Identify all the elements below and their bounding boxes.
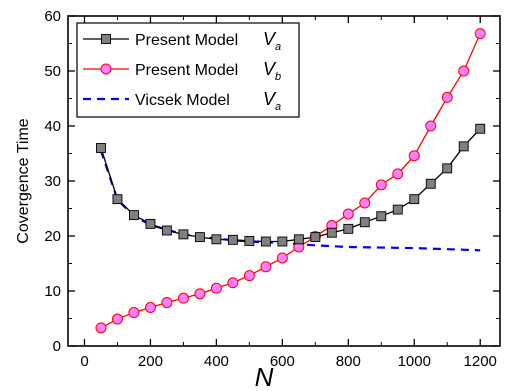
- axes: 0 200 400 600 800 1000 1200 0 10 20 30 40 50 60 N Cover…: [15, 8, 501, 391]
- data-point: [409, 194, 420, 205]
- x-tick-label: 200: [138, 353, 163, 370]
- series-vicsek-model-a: [99, 150, 481, 252]
- data-point: [227, 277, 239, 289]
- y-tick-label: 20: [44, 228, 61, 245]
- data-point: [161, 297, 173, 309]
- data-point: [128, 306, 140, 318]
- data-point: [276, 252, 288, 264]
- y-tick-label: 50: [44, 63, 61, 80]
- y-tick-label: 0: [53, 338, 61, 355]
- data-point: [408, 150, 420, 162]
- x-tick-label: 600: [270, 353, 295, 370]
- legend-label: Present Model: [135, 32, 238, 49]
- legend-subscript: b: [275, 71, 281, 83]
- data-point: [474, 28, 486, 40]
- x-tick-label: 800: [336, 353, 361, 370]
- data-point: [277, 236, 288, 247]
- y-axis-title: Covergence Time: [15, 118, 32, 243]
- x-tick-label: 400: [204, 353, 229, 370]
- data-point: [326, 227, 337, 238]
- legend-label: Present Model: [135, 62, 238, 79]
- data-point: [392, 204, 403, 215]
- series-present-model-a: [96, 123, 486, 247]
- data-point: [475, 123, 486, 134]
- data-point: [458, 141, 469, 152]
- data-point: [359, 217, 370, 228]
- data-point: [310, 232, 321, 243]
- x-tick-label: 0: [80, 353, 88, 370]
- legend-subscript: a: [275, 41, 281, 53]
- y-tick-label: 30: [44, 173, 61, 190]
- data-point: [96, 143, 106, 153]
- data-point: [145, 218, 156, 229]
- data-point: [161, 225, 172, 236]
- legend-label: Vicsek Model: [135, 92, 230, 109]
- data-point: [129, 210, 139, 221]
- data-point: [442, 163, 453, 174]
- plot-area: [95, 28, 486, 334]
- series-line: [99, 150, 481, 252]
- x-tick-label: 1200: [464, 353, 497, 370]
- series-present-model-b: [95, 28, 486, 334]
- data-point: [194, 288, 206, 300]
- data-point: [112, 194, 123, 205]
- data-point: [375, 179, 387, 191]
- data-point: [260, 261, 272, 273]
- data-point: [95, 322, 107, 334]
- data-point: [211, 234, 222, 245]
- data-point: [243, 270, 255, 282]
- data-point: [178, 229, 189, 240]
- data-point: [293, 234, 304, 245]
- data-point: [244, 235, 255, 246]
- data-point: [194, 232, 205, 243]
- legend-swatch-marker: [100, 63, 112, 75]
- legend-symbol: V: [263, 29, 277, 49]
- data-point: [425, 120, 437, 132]
- series-line: [100, 128, 481, 243]
- data-point: [376, 211, 387, 222]
- y-tick-label: 10: [44, 283, 61, 300]
- y-tick-label: 40: [44, 118, 61, 135]
- y-tick-label: 60: [44, 8, 61, 25]
- data-point: [342, 208, 354, 220]
- data-point: [359, 197, 371, 209]
- data-point: [177, 292, 189, 304]
- data-point: [458, 65, 470, 77]
- data-point: [227, 234, 238, 245]
- x-axis-title: N: [255, 362, 274, 391]
- data-point: [144, 302, 156, 313]
- data-point: [441, 91, 453, 103]
- data-point: [425, 178, 436, 189]
- data-point: [343, 223, 354, 234]
- legend-symbol: V: [263, 59, 277, 79]
- data-point: [260, 236, 271, 247]
- legend-subscript: a: [275, 101, 281, 113]
- data-point: [392, 168, 404, 180]
- data-point: [111, 313, 123, 325]
- legend-swatch-marker: [101, 34, 111, 44]
- data-point: [210, 282, 222, 294]
- legend-symbol: V: [263, 89, 277, 109]
- x-tick-label: 1000: [398, 353, 431, 370]
